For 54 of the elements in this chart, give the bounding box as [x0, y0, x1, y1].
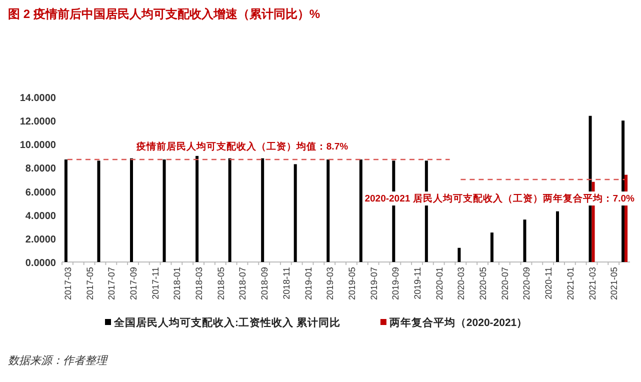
y-tick-label: 8.0000: [25, 164, 56, 175]
x-tick-label: 2018-05: [216, 267, 226, 300]
y-tick-label: 4.0000: [25, 210, 56, 222]
annotation: 2020-2021 居民人均可支配收入（工资）两年复合平均：7.0%: [364, 192, 635, 204]
x-tick-label: 2019-07: [368, 267, 379, 300]
annotation: 疫情前居民人均可支配收入（工资）均值：8.7%: [135, 140, 349, 152]
bar: [359, 159, 362, 262]
x-tick-label: 2018-01: [172, 267, 182, 300]
bar: [294, 164, 297, 262]
x-tick-label: 2021-05: [609, 267, 620, 300]
x-tick-label: 2020-03: [456, 267, 466, 300]
x-tick-label: 2020-09: [522, 267, 532, 300]
x-tick-label: 2019-03: [325, 267, 336, 300]
bar: [326, 159, 330, 262]
y-tick-label: 6.0000: [25, 187, 56, 198]
x-tick-label: 2020-11: [544, 267, 554, 300]
x-tick-label: 2019-05: [346, 267, 357, 300]
y-tick-label: 12.0000: [20, 116, 56, 128]
x-tick-label: 2019-01: [303, 267, 314, 300]
y-tick-label: 10.0000: [20, 140, 56, 152]
legend-label: 两年复合平均（2020-2021）: [388, 316, 528, 329]
chart-title: 图 2 疫情前后中国居民人均可支配收入增速（累计同比）%: [8, 7, 320, 21]
bar: [490, 232, 494, 262]
bar: [196, 156, 199, 262]
x-tick-label: 2018-03: [194, 267, 204, 300]
bar: [228, 158, 232, 262]
bar: [162, 159, 166, 262]
legend-label: 全国居民人均可支配收入:工资性收入 累计同比: [113, 316, 340, 329]
x-tick-label: 2017-11: [150, 267, 160, 300]
x-tick-label: 2017-03: [62, 267, 73, 300]
x-tick-label: 2018-09: [260, 267, 270, 300]
bar: [556, 211, 559, 262]
bar: [261, 158, 264, 262]
x-tick-label: 2017-09: [128, 267, 138, 300]
x-tick-label: 2019-11: [412, 267, 422, 300]
bar: [130, 158, 133, 262]
x-tick-label: 2020-05: [478, 267, 488, 300]
x-tick-label: 2021-01: [565, 267, 576, 300]
y-tick-label: 14.0000: [20, 93, 56, 104]
bar: [97, 160, 100, 262]
x-tick-label: 2019-09: [390, 267, 401, 300]
y-tick-label: 2.0000: [25, 234, 56, 246]
x-tick-label: 2018-11: [281, 267, 292, 300]
bar: [64, 159, 68, 262]
bar: [523, 220, 526, 262]
x-tick-label: 2018-07: [238, 267, 248, 300]
y-tick-label: 0.0000: [25, 258, 56, 269]
x-tick-label: 2020-01: [434, 267, 444, 300]
x-tick-label: 2017-05: [84, 267, 95, 300]
x-tick-label: 2020-07: [500, 267, 510, 300]
bar: [458, 248, 461, 262]
x-tick-label: 2021-03: [587, 267, 598, 300]
x-tick-label: 2017-07: [106, 267, 117, 300]
source-note: 数据来源：作者整理: [8, 354, 109, 367]
